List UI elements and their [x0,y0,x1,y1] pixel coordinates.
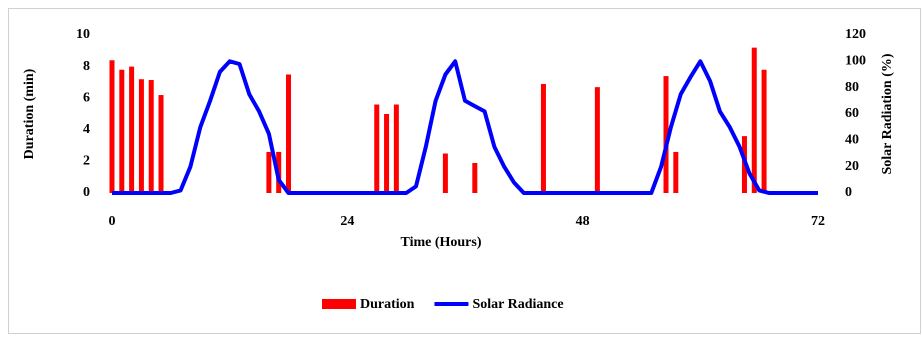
y-tick-label: 10 [76,27,90,42]
bar [761,69,767,193]
legend-label: Solar Radiance [472,297,563,312]
bar [594,87,600,193]
bar [266,151,272,193]
x-tick-label: 0 [109,214,116,229]
bar [663,76,669,193]
y2-tick-label: 0 [845,185,852,200]
bar [158,95,164,193]
bar [472,162,478,193]
bar [384,114,390,193]
bar [286,74,291,193]
y-axis-label: Duration (min) [22,68,37,159]
y2-tick-label: 120 [845,27,866,42]
y-tick-label: 4 [83,122,90,137]
y-tick-label: 6 [83,90,90,105]
x-tick-label: 72 [811,214,825,229]
bar [540,83,546,193]
y-tick-label: 2 [83,154,90,169]
x-tick-label: 48 [576,214,590,229]
bar [751,47,757,193]
y2-tick-label: 40 [845,133,859,148]
bar [129,66,135,193]
bar [442,153,448,193]
y2-axis-label: Solar Radiation (%) [880,53,895,174]
y2-tick-label: 100 [845,54,866,69]
bar [673,151,679,193]
bar [109,60,115,193]
chart-border [8,8,921,334]
y2-tick-label: 20 [845,159,859,174]
x-tick-label: 24 [340,214,354,229]
y-tick-label: 8 [83,59,90,74]
legend-swatch [322,299,356,309]
line [112,59,818,195]
x-axis-label: Time (Hours) [400,235,481,250]
y-tick-label: 0 [83,185,90,200]
bar [119,69,125,193]
bar [138,79,144,193]
y2-tick-label: 80 [845,80,859,95]
bar [393,104,399,193]
bar [374,104,380,193]
bar [148,80,154,193]
legend-label: Duration [360,297,415,312]
y2-tick-label: 60 [845,106,859,121]
